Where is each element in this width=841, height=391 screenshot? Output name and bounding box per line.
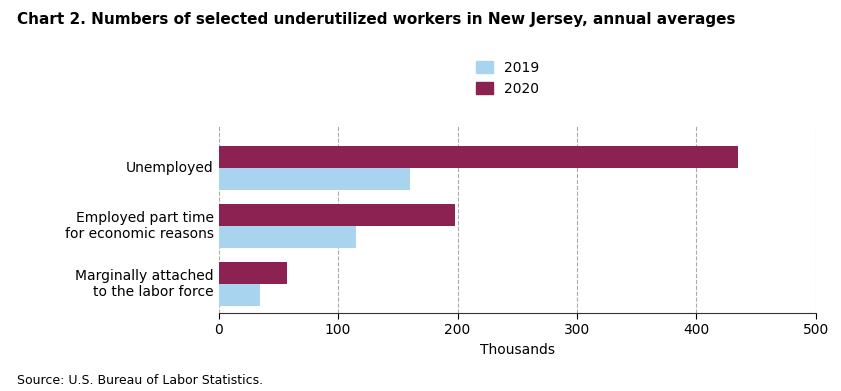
- Bar: [219, 169, 410, 190]
- Bar: [219, 226, 356, 248]
- Bar: [219, 284, 261, 306]
- Bar: [219, 147, 738, 169]
- Legend: 2019, 2020: 2019, 2020: [476, 61, 539, 96]
- Text: Source: U.S. Bureau of Labor Statistics.: Source: U.S. Bureau of Labor Statistics.: [17, 374, 263, 387]
- Bar: [219, 262, 287, 284]
- Text: Chart 2. Numbers of selected underutilized workers in New Jersey, annual average: Chart 2. Numbers of selected underutiliz…: [17, 12, 735, 27]
- X-axis label: Thousands: Thousands: [479, 343, 555, 357]
- Bar: [219, 204, 455, 226]
